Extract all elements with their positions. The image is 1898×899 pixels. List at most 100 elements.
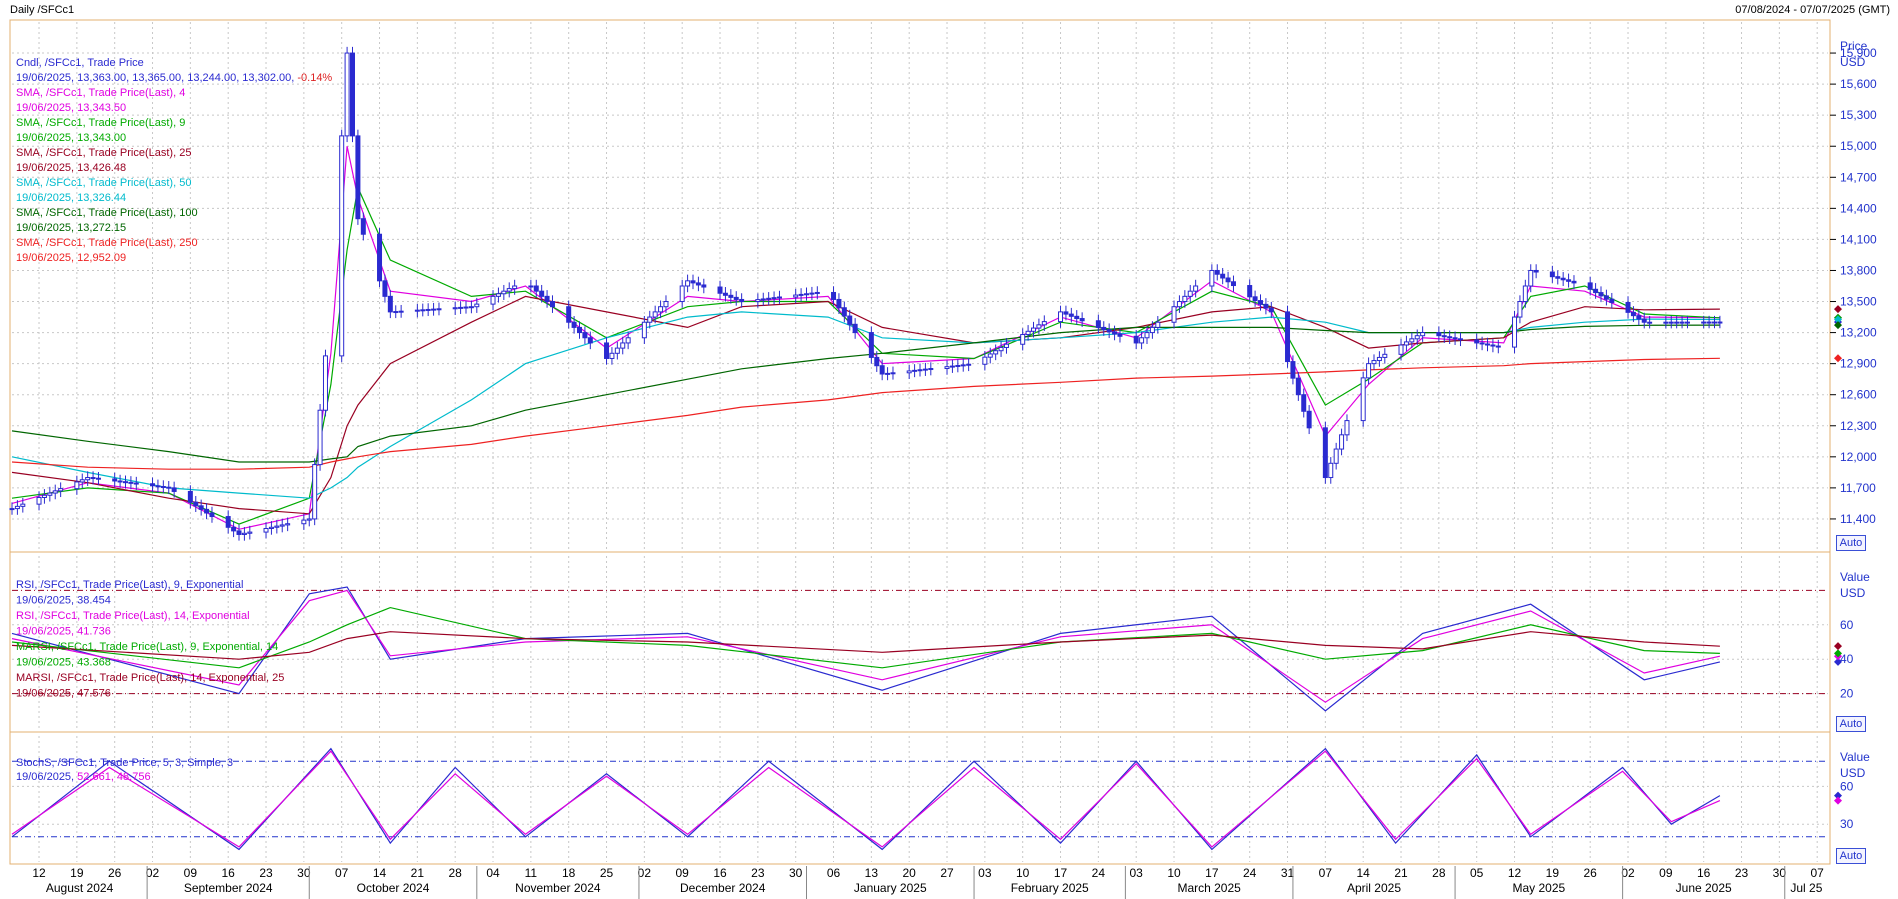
- candle-body: [1636, 315, 1642, 320]
- rsi-legend-entry: 19/06/2025, 38.454: [16, 595, 111, 607]
- candle-body: [1209, 269, 1215, 287]
- rsi-auto-button[interactable]: Auto: [1836, 716, 1866, 732]
- x-day-tick: 10: [1167, 866, 1181, 880]
- candle-body: [1225, 277, 1231, 283]
- x-day-tick: 25: [600, 866, 614, 880]
- candle-body: [52, 490, 58, 494]
- candle-body: [495, 293, 501, 297]
- rsi-panel[interactable]: [9, 551, 1831, 733]
- candle-body: [350, 52, 355, 137]
- x-day-tick: 24: [1243, 866, 1257, 880]
- candle-body: [841, 307, 847, 317]
- price-auto-button[interactable]: Auto: [1836, 535, 1866, 551]
- price-y-tick: 13,200: [1840, 326, 1877, 340]
- candle-body: [949, 365, 955, 368]
- candle-body: [166, 486, 172, 489]
- candle-body: [1339, 434, 1345, 450]
- candle-body: [890, 372, 896, 375]
- series-line: [11, 586, 1721, 712]
- candle-body: [798, 293, 804, 296]
- candle-body: [1155, 321, 1161, 328]
- candle-body: [906, 370, 912, 374]
- candle-body: [1684, 321, 1690, 324]
- candle-body: [150, 483, 156, 487]
- stoch-auto-button[interactable]: Auto: [1836, 848, 1866, 864]
- candle-body: [209, 512, 215, 518]
- candle-body: [1263, 303, 1269, 309]
- candle-body: [431, 308, 437, 311]
- x-day-tick: 02: [146, 866, 160, 880]
- x-day-tick: 19: [1546, 866, 1560, 880]
- candle-body: [809, 292, 815, 295]
- candle-body: [1193, 285, 1199, 292]
- price-legend-entry: 19/06/2025, 13,343.50: [16, 102, 126, 114]
- price-y-tick: 15,000: [1840, 139, 1877, 153]
- candle-body: [1371, 360, 1377, 365]
- chart-title: Daily /SFCc1: [10, 4, 75, 16]
- series-line: [11, 606, 1720, 669]
- candle-body: [1603, 295, 1609, 300]
- price-legend-entry: 19/06/2025, 13,363.00, 13,365.00, 13,244…: [16, 72, 332, 84]
- candle-body: [58, 488, 64, 492]
- price-y-tick: 15,600: [1840, 77, 1877, 91]
- candle-body: [766, 297, 772, 300]
- candle-body: [171, 487, 177, 492]
- candle-body: [1555, 276, 1561, 279]
- candle-body: [1663, 321, 1669, 324]
- candle-body: [1717, 321, 1723, 324]
- candle-body: [1182, 295, 1188, 303]
- candle-body: [231, 526, 237, 532]
- candle-body: [944, 366, 950, 370]
- x-day-tick: 26: [1584, 866, 1598, 880]
- series-line: [11, 357, 1720, 470]
- candle-body: [458, 306, 464, 309]
- stoch-axis-unit: USD: [1840, 766, 1866, 780]
- x-day-tick: 17: [1205, 866, 1219, 880]
- x-month-label: January 2025: [854, 881, 927, 895]
- candle-body: [814, 291, 820, 294]
- candle-body: [1598, 292, 1604, 297]
- series-line: [11, 324, 1720, 463]
- rsi-legend-entry: 19/06/2025, 41.736: [16, 626, 111, 638]
- candle-body: [512, 285, 518, 290]
- candle-body: [614, 347, 620, 354]
- candle-body: [868, 332, 874, 358]
- x-month-label: November 2024: [515, 881, 601, 895]
- y-ticks: 15,900 15,600 15,300 15,000 14,700 14,400 14,1…: [1830, 46, 1877, 831]
- candle-body: [20, 503, 26, 507]
- x-day-tick: 16: [1697, 866, 1711, 880]
- x-day-tick: 07: [335, 866, 349, 880]
- candle-body: [95, 477, 101, 480]
- candle-body: [1031, 327, 1036, 332]
- candle-body: [317, 409, 323, 466]
- candle-body: [1441, 335, 1447, 338]
- candle-body: [1403, 341, 1409, 346]
- candle-body: [1133, 335, 1139, 344]
- x-day-tick: 31: [1281, 866, 1295, 880]
- candle-body: [587, 337, 593, 344]
- candle-body: [874, 356, 880, 367]
- x-day-tick: 23: [751, 866, 765, 880]
- candle-body: [1149, 326, 1155, 334]
- x-day-tick: 18: [562, 866, 576, 880]
- rsi-legend-entry: RSI, /SFCc1, Trade Price(Last), 9, Expon…: [16, 579, 243, 591]
- rsi-legend: RSI, /SFCc1, Trade Price(Last), 9, Expon…: [16, 579, 284, 700]
- candles: [9, 46, 1723, 541]
- series-line: [11, 295, 1720, 515]
- candle-body: [322, 355, 328, 411]
- x-day-tick: 27: [940, 866, 954, 880]
- candle-body: [922, 368, 928, 371]
- stoch-panel[interactable]: [9, 731, 1831, 865]
- candle-body: [1409, 338, 1415, 343]
- rsi-axis-label: Value: [1840, 570, 1870, 584]
- series-line: [11, 589, 1721, 703]
- price-y-tick: 12,000: [1840, 450, 1877, 464]
- candle-body: [1058, 311, 1064, 323]
- candle-body: [1344, 420, 1350, 436]
- candle-body: [1414, 335, 1420, 340]
- candle-body: [1668, 321, 1674, 324]
- candle-body: [1625, 301, 1631, 313]
- price-panel[interactable]: [9, 19, 1831, 553]
